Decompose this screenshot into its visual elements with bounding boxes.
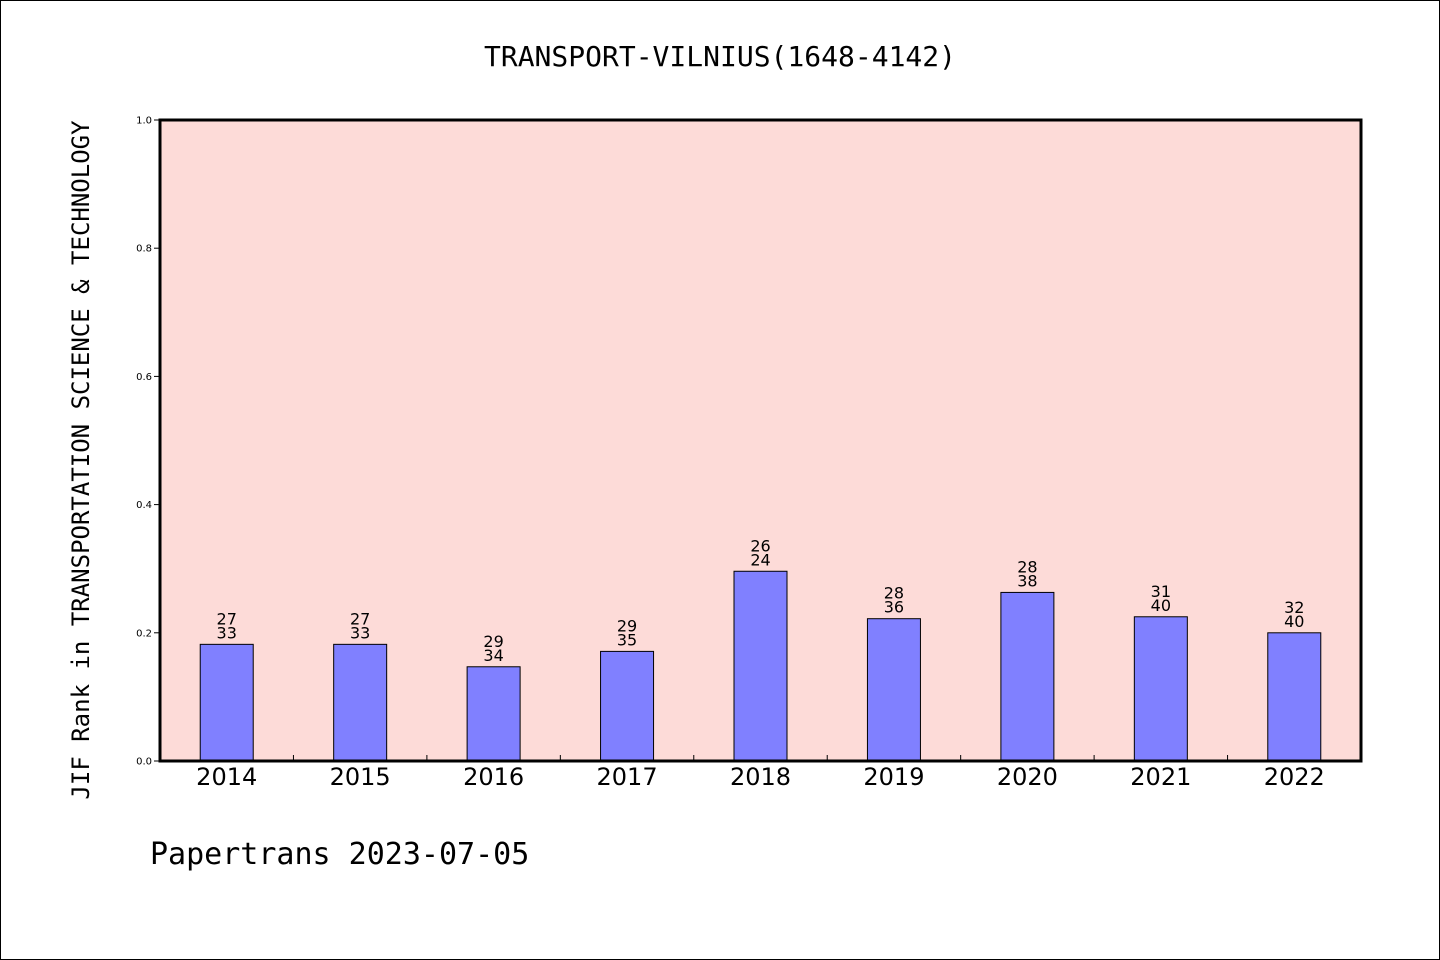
- x-tick-label-2019: 2019: [863, 763, 924, 791]
- y-axis-label: JIF Rank in TRANSPORTATION SCIENCE & TEC…: [67, 120, 95, 800]
- bar-2014: [199, 643, 254, 762]
- y-tick-label: 0.0: [136, 757, 152, 768]
- bar-2016: [466, 666, 521, 762]
- x-tick-label-2014: 2014: [196, 763, 257, 791]
- y-tick-label: 0.2: [136, 628, 152, 639]
- rank-label-2020: 28: [1017, 557, 1037, 576]
- x-tick-label-2018: 2018: [730, 763, 791, 791]
- y-axis-ticks: 0.0 0.2 0.4 0.6 0.8 1.0: [136, 116, 160, 768]
- rank-label-2017: 29: [617, 616, 637, 635]
- y-tick-label: 0.4: [136, 500, 152, 511]
- bar-2015: [333, 643, 388, 762]
- rank-label-2016: 29: [483, 632, 503, 651]
- y-tick-label: 0.6: [136, 372, 152, 383]
- rank-label-2019: 28: [884, 584, 904, 603]
- bar-2017: [600, 650, 655, 762]
- total-label-2022: 40: [1284, 612, 1304, 631]
- x-tick-label-2020: 2020: [997, 763, 1058, 791]
- rank-label-2021: 31: [1151, 582, 1171, 601]
- total-label-2014: 33: [217, 623, 237, 642]
- x-tick-label-2015: 2015: [330, 763, 391, 791]
- bar-2022: [1267, 632, 1322, 762]
- rank-label-2015: 27: [350, 609, 370, 628]
- total-label-2015: 33: [350, 623, 370, 642]
- rank-label-2018: 26: [750, 536, 770, 555]
- x-tick-label-2022: 2022: [1264, 763, 1325, 791]
- total-label-2017: 35: [617, 630, 637, 649]
- y-tick-label: 1.0: [136, 116, 152, 127]
- x-tick-label-2017: 2017: [597, 763, 658, 791]
- x-tick-label-2016: 2016: [463, 763, 524, 791]
- chart-title: TRANSPORT-VILNIUS(1648-4142): [484, 40, 956, 73]
- bar-2019: [866, 618, 921, 762]
- total-label-2020: 38: [1017, 571, 1037, 590]
- bar-2020: [1000, 591, 1055, 762]
- total-label-2019: 36: [884, 598, 904, 617]
- total-label-2018: 24: [750, 550, 770, 569]
- plot-border: [158, 118, 1363, 763]
- y-tick-label: 0.8: [136, 244, 152, 255]
- rank-label-2022: 32: [1284, 598, 1304, 617]
- total-label-2016: 34: [483, 646, 503, 665]
- bar-2018: [733, 570, 788, 762]
- footer-credit: Papertrans 2023-07-05: [150, 837, 529, 872]
- bar-2021: [1133, 616, 1188, 762]
- total-label-2021: 40: [1151, 596, 1171, 615]
- x-tick-label-2021: 2021: [1130, 763, 1191, 791]
- bars: [199, 570, 1322, 762]
- x-axis-ticks: 2014 2015 2016 2017 2018 2019 2020 2021 2022: [196, 755, 1325, 791]
- rank-label-2014: 27: [217, 609, 237, 628]
